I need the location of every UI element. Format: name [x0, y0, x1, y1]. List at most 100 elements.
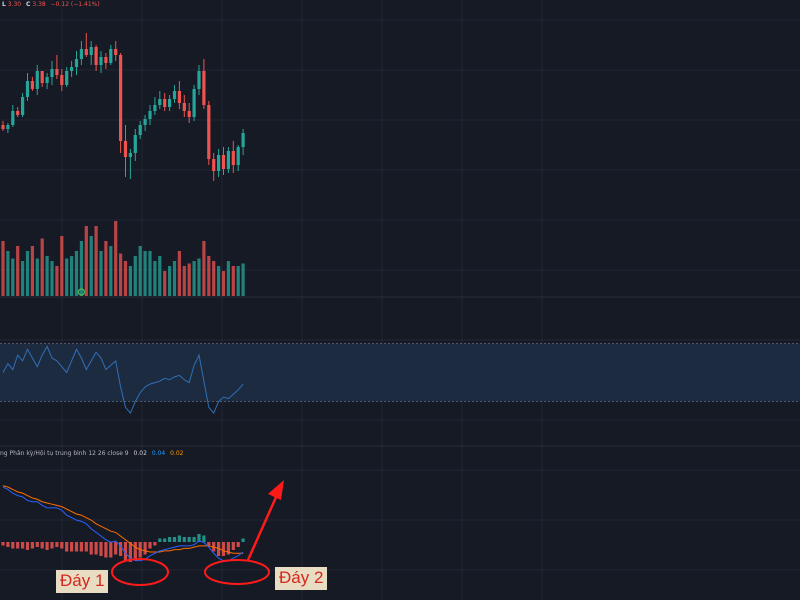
macd-hist-bar	[40, 542, 44, 549]
candle-body	[30, 81, 34, 89]
candle-body	[217, 155, 221, 171]
volume-bar	[172, 261, 177, 296]
candle-body	[55, 69, 59, 75]
candle-body	[236, 147, 240, 165]
macd-hist-bar	[70, 542, 74, 552]
candle-body	[212, 159, 216, 171]
macd-hist-bar	[158, 538, 162, 542]
macd-hist-bar	[1, 542, 5, 546]
candle-body	[74, 59, 79, 67]
candle-body	[6, 125, 10, 129]
macd-hist-bar	[65, 542, 69, 552]
candle-body	[187, 111, 191, 117]
volume-bar	[25, 251, 30, 296]
macd-hist-bar	[172, 537, 177, 542]
legend-change: −0.12 (−1.41%)	[50, 1, 100, 8]
macd-hist-bar	[128, 542, 132, 562]
volume-bar	[30, 246, 34, 296]
volume-bar	[148, 251, 152, 296]
candle-body	[163, 99, 167, 107]
volume-bar	[231, 266, 235, 296]
macd-hist-bar	[187, 537, 191, 542]
volume-bar	[16, 246, 20, 296]
volume-bar	[123, 261, 128, 296]
trend-arrow-head	[268, 480, 284, 500]
volume-bar	[153, 261, 157, 296]
volume-bar	[74, 251, 79, 296]
trend-arrow-line	[246, 494, 279, 561]
bottom-2-ellipse	[204, 559, 270, 585]
macd-hist-bar	[153, 542, 157, 546]
volume-bar	[197, 258, 201, 296]
candle-body	[50, 69, 54, 77]
macd-hist-bar	[202, 535, 206, 542]
candle-body	[148, 111, 152, 119]
volume-bar	[133, 256, 137, 296]
candle-body	[70, 67, 74, 71]
macd-pane	[1, 485, 245, 562]
macd-hist-bar	[177, 535, 181, 542]
macd-hist-bar	[89, 542, 93, 555]
bottom-2-label: Đáy 2	[275, 567, 328, 590]
macd-hist-bar	[50, 542, 54, 549]
macd-value-histogram: 0.02	[133, 450, 147, 457]
volume-bar	[65, 258, 69, 296]
candle-body	[79, 49, 83, 59]
volume-bar	[158, 256, 162, 296]
volume-bar	[226, 261, 230, 296]
candle-body	[138, 125, 142, 135]
candle-body	[60, 75, 64, 85]
candle-body	[226, 151, 230, 169]
macd-hist-bar	[35, 542, 39, 547]
volume-bar	[182, 266, 186, 296]
volume-series	[1, 221, 245, 296]
candle-body	[231, 151, 235, 165]
macd-value-macd: 0.04	[151, 450, 166, 457]
macd-hist-bar	[207, 542, 211, 546]
volume-bar	[11, 258, 15, 296]
macd-hist-bar	[94, 542, 98, 555]
macd-hist-bar	[182, 537, 186, 542]
candle-body	[207, 105, 211, 159]
volume-bar	[202, 241, 206, 296]
volume-bar	[163, 271, 167, 296]
macd-hist-bar	[60, 542, 64, 549]
candle-body	[168, 99, 172, 107]
legend-close-label: C	[26, 1, 31, 8]
volume-bar	[104, 241, 108, 296]
rsi-band	[0, 343, 800, 402]
macd-hist-bar	[11, 542, 15, 549]
volume-bar	[109, 246, 113, 296]
candle-body	[158, 99, 162, 105]
macd-hist-bar	[168, 537, 172, 542]
legend-close-value: 3.38	[32, 1, 46, 8]
macd-hist-bar	[55, 542, 59, 547]
macd-hist-bar	[45, 542, 49, 550]
candle-body	[11, 111, 15, 125]
price-legend: L 3.30 C 3.38 −0.12 (−1.41%)	[2, 1, 103, 8]
volume-bar	[207, 256, 211, 296]
macd-hist-bar	[84, 542, 88, 552]
volume-bar	[35, 258, 39, 296]
candle-body	[1, 125, 5, 129]
candle-body	[89, 47, 93, 55]
macd-title: ng Phân kỳ/Hội tụ trung bình	[0, 450, 87, 457]
macd-hist-bar	[21, 542, 25, 549]
volume-bar	[221, 271, 226, 296]
macd-hist-bar	[217, 542, 221, 556]
legend-low-value: 3.30	[7, 1, 22, 8]
volume-bar	[45, 256, 49, 296]
volume-bar	[94, 226, 98, 296]
volume-bar	[192, 261, 196, 296]
macd-hist-bar	[241, 538, 245, 542]
volume-bar	[55, 266, 59, 296]
macd-hist-bar	[104, 542, 108, 558]
macd-hist-bar	[231, 542, 235, 550]
volume-bar	[6, 251, 10, 296]
candle-body	[133, 135, 137, 153]
volume-bar	[40, 238, 44, 296]
macd-hist-bar	[99, 542, 103, 556]
macd-legend: ng Phân kỳ/Hội tụ trung bình 12 26 close…	[0, 450, 183, 457]
macd-hist-bar	[30, 542, 34, 549]
